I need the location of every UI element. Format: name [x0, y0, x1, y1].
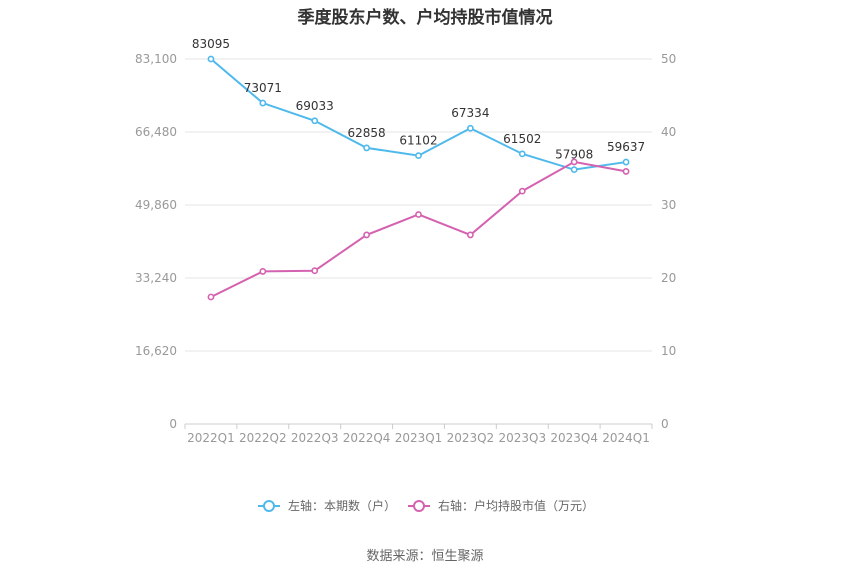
legend-marker-1	[263, 500, 275, 512]
legend-label-1: 左轴：本期数（户）	[288, 498, 396, 513]
series-1-point	[363, 144, 371, 152]
x-axis-tick-label: 2023Q4	[550, 431, 598, 445]
series-2-point	[207, 293, 215, 301]
data-label: 61102	[399, 134, 437, 148]
x-axis-tick-label: 2023Q1	[395, 431, 443, 445]
x-axis-tick-label: 2022Q2	[239, 431, 287, 445]
series-1-point	[415, 152, 422, 160]
data-label: 59637	[607, 140, 645, 154]
series-1-point	[622, 158, 630, 166]
data-label: 69033	[296, 99, 334, 113]
data-source-note: 数据来源：恒生聚源	[366, 549, 484, 564]
series-1-point	[207, 55, 215, 63]
x-axis-tick-label: 2022Q3	[291, 431, 339, 445]
left-axis-tick-label: 83,100	[135, 52, 177, 66]
left-axis-tick-label: 33,240	[135, 271, 177, 285]
series-2-point	[259, 268, 267, 275]
data-label: 83095	[192, 37, 230, 51]
series-2-point	[570, 158, 578, 166]
right-axis-tick-label: 0	[661, 417, 669, 431]
right-axis-tick-label: 40	[661, 125, 676, 139]
x-axis-tick-label: 2023Q3	[498, 431, 546, 445]
series-1-point	[466, 124, 474, 132]
series-2-point	[415, 211, 422, 218]
series-1-point	[259, 99, 267, 107]
series-line-2	[210, 160, 627, 298]
left-axis-tick-label: 66,480	[135, 125, 177, 139]
series-2-point	[518, 187, 526, 195]
series-2-point	[363, 231, 371, 239]
right-axis-tick-label: 10	[661, 344, 676, 358]
series-2-point	[622, 168, 630, 175]
chart-title: 季度股东户数、户均持股市值情况	[297, 8, 553, 28]
data-label: 67334	[451, 106, 489, 120]
right-axis-tick-label: 30	[661, 198, 676, 212]
x-axis-tick-label: 2023Q2	[447, 431, 495, 445]
series-1-point	[570, 166, 578, 174]
left-axis-tick-label: 16,620	[135, 344, 177, 358]
series-1-point	[311, 117, 319, 125]
series-2-point	[466, 231, 474, 239]
data-label: 73071	[244, 81, 282, 95]
x-axis-tick-label: 2022Q1	[187, 431, 235, 445]
data-label: 61502	[503, 132, 541, 146]
legend-marker-2	[413, 500, 425, 512]
data-label: 57908	[555, 148, 593, 162]
right-axis-tick-label: 20	[661, 271, 676, 285]
left-axis-tick-label: 0	[169, 417, 177, 431]
x-axis-tick-label: 2022Q4	[343, 431, 391, 445]
legend-label-2: 右轴：户均持股市值（万元）	[438, 498, 594, 513]
data-label: 62858	[348, 126, 386, 140]
series-2-point	[311, 267, 319, 275]
right-axis-tick-label: 50	[661, 52, 676, 66]
left-axis-tick-label: 49,860	[135, 198, 177, 212]
series-1-point	[518, 150, 526, 158]
x-axis-tick-label: 2024Q1	[602, 431, 650, 445]
